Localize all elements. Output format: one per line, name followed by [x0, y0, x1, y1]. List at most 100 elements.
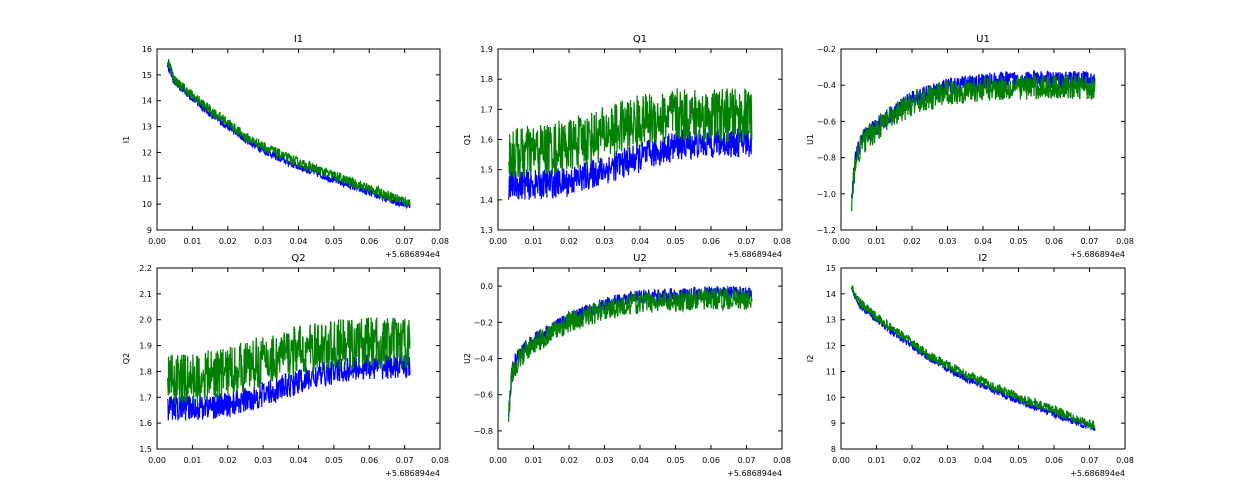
subplot-i1: 0.00 0.01 0.02 0.03 0.04 0.05 0.06 0.07 0.08 9 10 1…: [122, 34, 449, 259]
subplot-title: Q1: [633, 34, 647, 45]
y-tick-label: 1.8: [480, 75, 493, 84]
y-tick-label: −0.6: [817, 117, 836, 126]
subplot-title: U1: [976, 34, 990, 45]
x-tick-label: 0.04: [290, 237, 308, 246]
series-line-blue: [508, 127, 753, 200]
y-tick-label: 10: [826, 393, 836, 402]
series-line-green: [851, 285, 1096, 430]
y-tick-label: −1.0: [817, 190, 836, 199]
y-tick-label: −0.8: [474, 427, 493, 436]
x-tick-label: 0.02: [219, 237, 237, 246]
y-tick-label: 15: [142, 71, 152, 80]
x-tick-label: 0.04: [631, 456, 649, 465]
y-tick-label: 9: [147, 226, 152, 235]
y-tick-label: 2.1: [139, 290, 152, 299]
subplot-title: Q2: [291, 253, 305, 264]
series-line-green: [167, 316, 411, 405]
x-tick-label: 0.01: [868, 456, 886, 465]
x-tick-label: 0.07: [738, 237, 756, 246]
y-tick-label: 1.4: [480, 196, 493, 205]
x-tick-label: 0.06: [360, 456, 378, 465]
y-axis-label: I1: [122, 136, 131, 143]
x-tick-label: 0.05: [325, 456, 343, 465]
x-tick-label: 0.05: [1010, 237, 1028, 246]
x-tick-label: 0.03: [254, 237, 272, 246]
y-tick-label: 1.6: [139, 419, 152, 428]
x-tick-label: 0.08: [773, 456, 791, 465]
series-line-green: [508, 286, 753, 422]
x-tick-label: 0.00: [148, 237, 166, 246]
x-offset-label: +5.686894e4: [1070, 469, 1125, 478]
x-tick-label: 0.06: [360, 237, 378, 246]
y-tick-label: 2.2: [139, 264, 152, 273]
x-tick-label: 0.08: [431, 456, 449, 465]
y-tick-label: −0.2: [817, 45, 836, 54]
y-axis-label: U2: [463, 353, 472, 364]
subplot-title: I1: [294, 34, 303, 45]
y-tick-label: 2.0: [139, 316, 152, 325]
x-tick-label: 0.04: [631, 237, 649, 246]
x-tick-label: 0.06: [1045, 237, 1063, 246]
y-tick-label: 1.7: [139, 393, 152, 402]
subplot-u2: 0.00 0.01 0.02 0.03 0.04 0.05 0.06 0.07 0.08 −0.8…: [463, 253, 791, 478]
y-tick-label: 1.5: [139, 445, 152, 454]
series-line-blue: [167, 353, 411, 421]
subplot-i2: 0.00 0.01 0.02 0.03 0.04 0.05 0.06 0.07 0.08 8 9 10…: [806, 253, 1134, 478]
x-tick-label: 0.08: [1116, 237, 1134, 246]
x-tick-label: 0.03: [939, 237, 957, 246]
y-tick-label: −1.2: [817, 226, 836, 235]
subplot-q1: 0.00 0.01 0.02 0.03 0.04 0.05 0.06 0.07 0.08 1.3 1…: [463, 34, 791, 259]
x-tick-label: 0.02: [560, 456, 578, 465]
x-tick-label: 0.01: [183, 456, 201, 465]
x-tick-label: 0.06: [702, 456, 720, 465]
y-tick-label: −0.8: [817, 154, 836, 163]
x-tick-label: 0.05: [667, 456, 685, 465]
x-offset-label: +5.686894e4: [727, 469, 782, 478]
x-tick-label: 0.01: [183, 237, 201, 246]
y-axis-label: Q2: [122, 353, 131, 364]
x-tick-label: 0.05: [667, 237, 685, 246]
x-offset-label: +5.686894e4: [385, 469, 440, 478]
y-tick-label: 1.6: [480, 136, 493, 145]
x-tick-label: 0.02: [560, 237, 578, 246]
x-tick-label: 0.01: [525, 456, 543, 465]
y-tick-label: 12: [826, 342, 836, 351]
x-tick-label: 0.03: [596, 237, 614, 246]
y-tick-label: 9: [831, 419, 836, 428]
y-tick-label: 16: [142, 45, 152, 54]
y-axis-label: U1: [806, 134, 815, 145]
y-tick-label: 10: [142, 200, 152, 209]
subplot-q2: 0.00 0.01 0.02 0.03 0.04 0.05 0.06 0.07 0.08 1.5 1…: [122, 253, 449, 478]
x-tick-label: 0.07: [1081, 456, 1099, 465]
y-tick-label: 1.5: [480, 166, 493, 175]
series-line-blue: [167, 62, 411, 210]
y-tick-label: −0.4: [474, 355, 493, 364]
x-tick-label: 0.03: [939, 456, 957, 465]
subplot-u1: 0.00 0.01 0.02 0.03 0.04 0.05 0.06 0.07 0.08 −1.2…: [806, 34, 1134, 259]
x-tick-label: 0.01: [525, 237, 543, 246]
x-tick-label: 0.03: [596, 456, 614, 465]
x-tick-label: 0.05: [1010, 456, 1028, 465]
x-tick-label: 0.00: [832, 237, 850, 246]
x-tick-label: 0.00: [489, 237, 507, 246]
x-tick-label: 0.08: [431, 237, 449, 246]
y-axis-label: I2: [806, 355, 815, 362]
x-tick-label: 0.07: [738, 456, 756, 465]
x-offset-label: +5.686894e4: [385, 250, 440, 259]
y-tick-label: 1.8: [139, 367, 152, 376]
y-tick-label: 14: [142, 97, 152, 106]
y-tick-label: 1.9: [139, 342, 152, 351]
series-line-green: [508, 88, 753, 178]
y-tick-label: 13: [826, 316, 836, 325]
y-tick-label: 8: [831, 445, 836, 454]
y-tick-label: 1.3: [480, 226, 493, 235]
y-tick-label: 11: [142, 174, 152, 183]
x-tick-label: 0.04: [974, 456, 992, 465]
y-tick-label: 14: [826, 290, 836, 299]
x-offset-label: +5.686894e4: [727, 250, 782, 259]
x-tick-label: 0.06: [1045, 456, 1063, 465]
series-line-green: [167, 59, 411, 208]
y-tick-label: −0.2: [474, 318, 493, 327]
x-tick-label: 0.04: [974, 237, 992, 246]
